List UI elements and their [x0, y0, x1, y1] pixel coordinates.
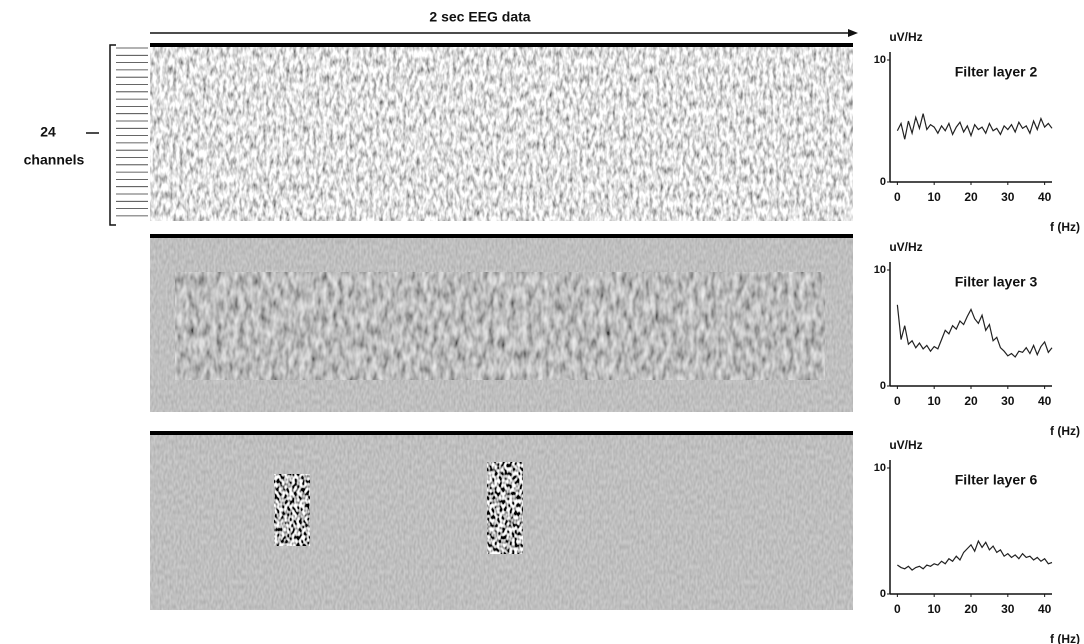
- x-tick-label: 40: [1038, 190, 1052, 204]
- x-tick-label: 20: [964, 394, 978, 408]
- y-tick-label: 10: [874, 54, 886, 66]
- x-tick-label: 10: [928, 602, 942, 616]
- time-label: 2 sec EEG data: [429, 9, 530, 25]
- x-axis-label: f (Hz): [1050, 424, 1080, 438]
- x-tick-label: 10: [928, 190, 942, 204]
- y-tick-label: 10: [874, 264, 886, 276]
- x-tick-label: 40: [1038, 394, 1052, 408]
- x-tick-label: 0: [894, 602, 901, 616]
- layer3-pattern: [175, 272, 825, 380]
- channel-label: channels: [24, 152, 85, 168]
- y-axis-label: uV/Hz: [889, 438, 922, 452]
- chart-title: Filter layer 6: [955, 472, 1038, 488]
- y-tick-label: 0: [880, 176, 886, 188]
- y-tick-label: 0: [880, 588, 886, 600]
- x-tick-label: 20: [964, 602, 978, 616]
- y-tick-label: 0: [880, 380, 886, 392]
- x-tick-label: 0: [894, 190, 901, 204]
- activation-blob: [274, 474, 310, 546]
- line: [897, 305, 1052, 357]
- x-axis-label: f (Hz): [1050, 632, 1080, 644]
- bracket: [110, 45, 116, 225]
- x-tick-label: 20: [964, 190, 978, 204]
- x-tick-label: 30: [1001, 394, 1015, 408]
- channel-ticks: [116, 48, 148, 216]
- channel-count: 24: [40, 124, 56, 140]
- x-tick-label: 10: [928, 394, 942, 408]
- x-axis-label: f (Hz): [1050, 220, 1080, 234]
- y-axis-label: uV/Hz: [889, 240, 922, 254]
- y-tick-label: 10: [874, 462, 886, 474]
- x-tick-label: 40: [1038, 602, 1052, 616]
- chart-title: Filter layer 3: [955, 274, 1038, 290]
- arrow-head: [848, 29, 858, 37]
- chart-title: Filter layer 2: [955, 64, 1038, 80]
- x-tick-label: 30: [1001, 602, 1015, 616]
- eeg-heatmap: [150, 45, 853, 221]
- y-axis-label: uV/Hz: [889, 30, 922, 44]
- figure: 2 sec EEG data 24 channels uV/Hz Filter l…: [0, 0, 1084, 644]
- x-tick-label: 30: [1001, 190, 1015, 204]
- line: [897, 541, 1052, 570]
- activation-blob: [487, 462, 523, 554]
- line: [897, 114, 1052, 140]
- x-tick-label: 0: [894, 394, 901, 408]
